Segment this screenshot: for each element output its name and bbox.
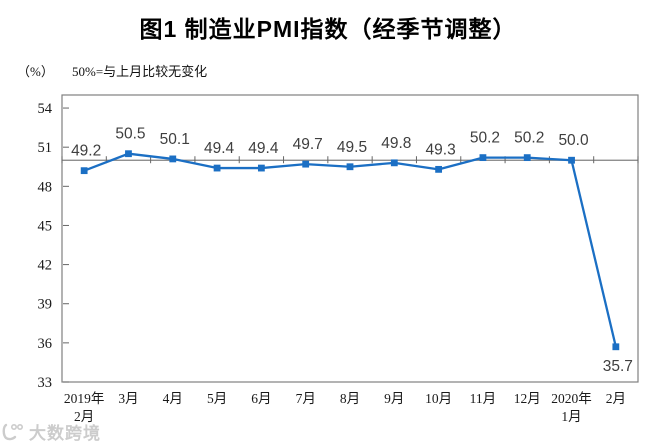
x-axis-category-label: 12月 xyxy=(514,391,541,406)
data-point-label: 49.8 xyxy=(381,135,411,152)
data-point-marker xyxy=(80,167,88,175)
x-axis-category-label: 2月 xyxy=(606,391,626,406)
data-point-marker xyxy=(568,156,575,164)
data-point-marker xyxy=(257,164,265,172)
x-axis-category-label: 9月 xyxy=(384,391,404,406)
chart-title: 图1 制造业PMI指数（经季节调整） xyxy=(139,16,517,42)
data-point-label: 49.4 xyxy=(248,140,279,157)
y-axis-tick-label: 33 xyxy=(38,375,53,391)
x-axis-category-label: 2月 xyxy=(74,409,94,424)
y-axis-tick-label: 42 xyxy=(38,258,53,274)
data-point-label: 49.5 xyxy=(337,139,367,156)
data-point-marker xyxy=(479,154,487,162)
x-axis-category-label: 1月 xyxy=(561,409,581,424)
x-axis-category-label: 10月 xyxy=(425,391,452,406)
x-axis-category-label: 5月 xyxy=(207,391,227,406)
data-point-label: 50.0 xyxy=(558,132,589,149)
x-axis-category-label: 2020年 xyxy=(551,391,592,406)
y-axis-tick-label: 36 xyxy=(38,336,53,352)
y-axis-tick-label: 51 xyxy=(38,140,53,156)
data-point-label: 49.2 xyxy=(71,143,101,160)
y-axis-unit-label: （%） xyxy=(17,64,54,79)
plot-border xyxy=(61,94,639,383)
data-point-marker xyxy=(213,164,221,172)
data-point-label: 50.5 xyxy=(115,126,145,143)
data-point-marker xyxy=(302,160,310,168)
data-point-marker xyxy=(125,150,132,158)
x-axis-category-label: 2019年 xyxy=(64,391,105,406)
data-point-label: 50.2 xyxy=(470,130,500,147)
data-point-label: 50.2 xyxy=(514,130,544,147)
data-point-marker xyxy=(612,343,620,351)
x-axis-category-label: 3月 xyxy=(118,391,138,406)
watermark: 大数跨境 xyxy=(2,419,101,444)
y-axis-tick-label: 48 xyxy=(38,179,53,195)
data-point-label: 50.1 xyxy=(160,131,190,148)
x-axis-category-label: 11月 xyxy=(470,391,497,406)
x-axis-category-label: 8月 xyxy=(340,391,360,406)
x-axis-category-label: 4月 xyxy=(163,391,183,406)
data-point-label: 49.7 xyxy=(293,136,323,153)
data-point-marker xyxy=(435,165,443,173)
reference-line-note: 50%=与上月比较无变化 xyxy=(72,64,208,79)
y-axis-tick-label: 54 xyxy=(38,101,53,117)
data-point-marker xyxy=(346,163,354,171)
data-point-marker xyxy=(169,155,177,163)
y-axis-tick-label: 45 xyxy=(38,218,53,234)
y-axis-tick-label: 39 xyxy=(38,297,53,313)
data-point-label: 49.3 xyxy=(426,141,456,158)
x-axis-category-label: 7月 xyxy=(296,391,316,406)
data-point-label: 49.4 xyxy=(204,140,235,157)
watermark-text: 大数跨境 xyxy=(29,424,101,443)
data-point-marker xyxy=(390,159,398,167)
pmi-series-line xyxy=(83,152,617,348)
watermark-logo-icon xyxy=(2,423,24,440)
x-axis-category-label: 6月 xyxy=(251,391,271,406)
data-point-label: 35.7 xyxy=(603,358,633,375)
data-point-marker xyxy=(523,154,531,162)
